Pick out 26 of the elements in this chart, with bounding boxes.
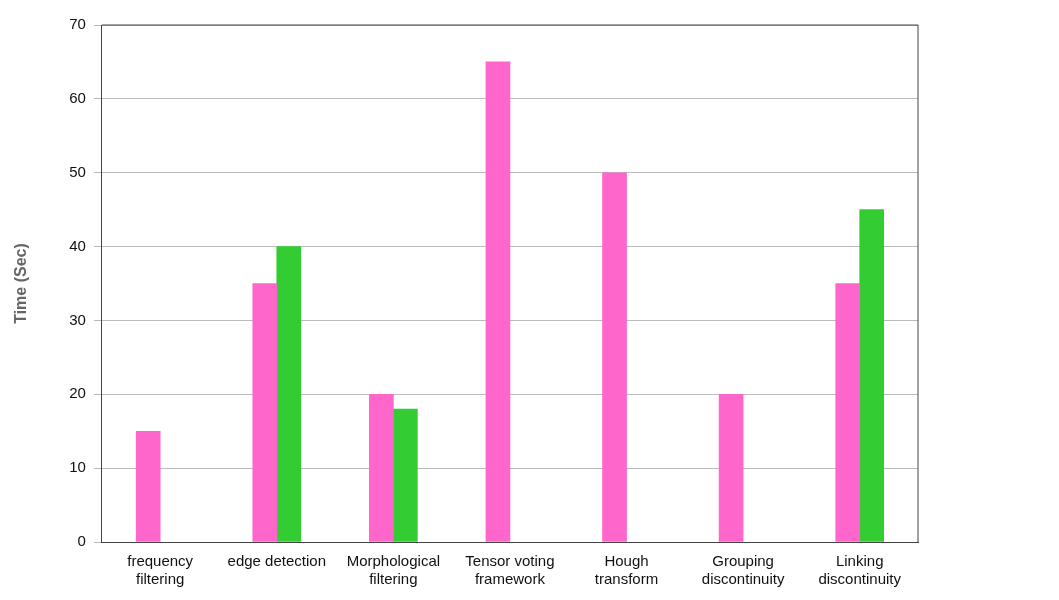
y-tick-label: 50 (69, 162, 86, 180)
y-tick-label: 10 (69, 458, 86, 476)
bar (602, 172, 627, 542)
bar (485, 61, 511, 542)
bar (859, 209, 885, 542)
y-tick-label: 60 (69, 89, 86, 106)
bar (276, 246, 302, 542)
x-tick-label: Grouping discontinuity (701, 552, 785, 588)
x-tick-label: edge detection (227, 552, 326, 570)
bar (135, 430, 161, 542)
bar (393, 408, 418, 542)
bar (835, 283, 861, 542)
y-tick-label: 40 (69, 236, 86, 254)
y-tick-label: 70 (69, 15, 86, 33)
x-tick-label: Hough transform (594, 552, 659, 588)
x-tick-label: Morphological filtering (346, 552, 441, 588)
x-tick-label: frequency filtering (127, 552, 194, 588)
bar (718, 393, 744, 542)
y-tick-label: 20 (69, 384, 86, 402)
y-tick-label: 30 (69, 310, 86, 328)
bar (369, 393, 394, 542)
y-tick-label: 0 (77, 532, 86, 550)
y-axis-title: Time (Sec) (12, 243, 30, 324)
x-tick-label: Linking discontinuity (818, 552, 902, 588)
x-tick-label: Tensor voting framework (465, 552, 555, 588)
bar (252, 283, 278, 542)
